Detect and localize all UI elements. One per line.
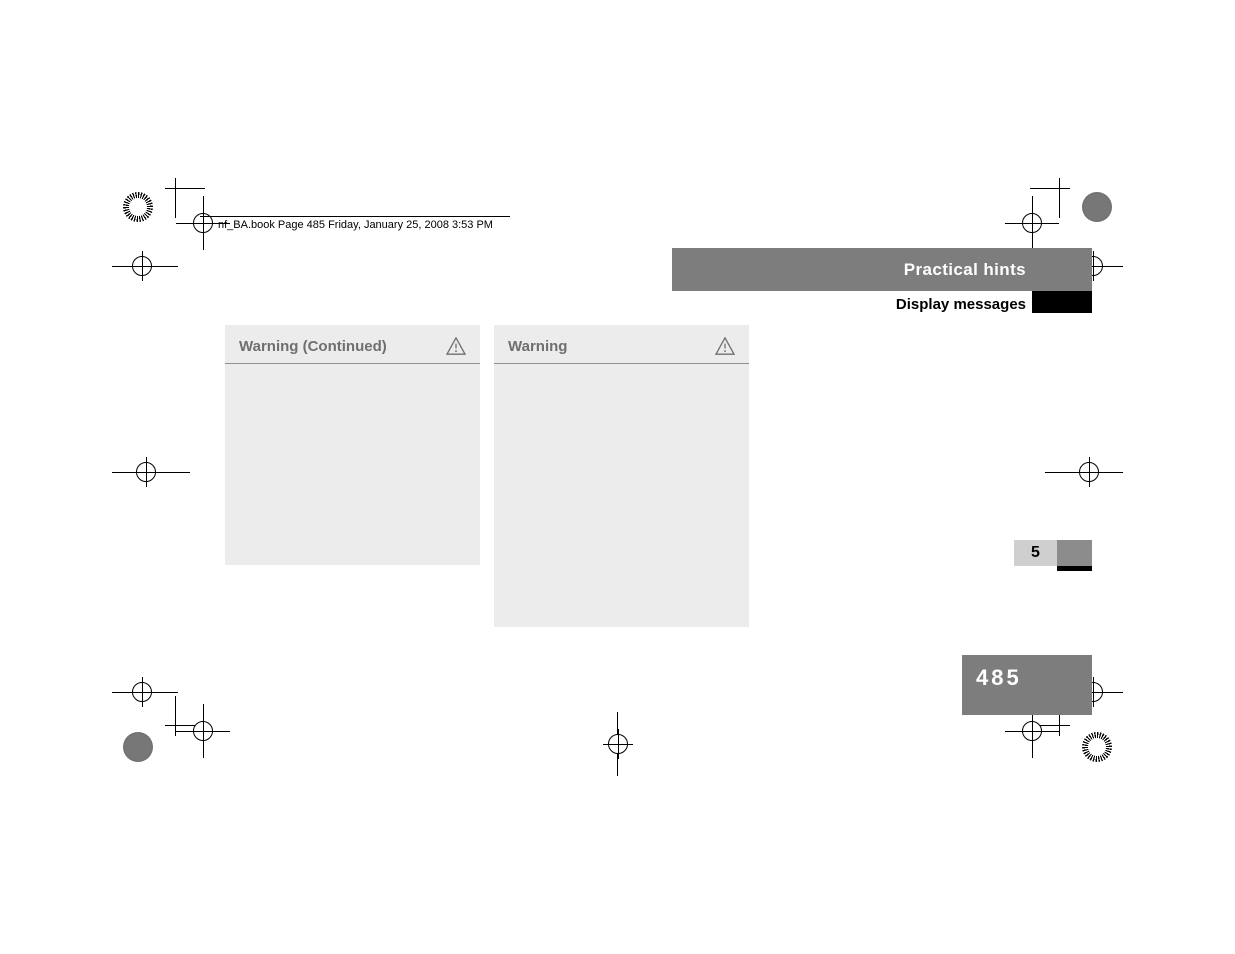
registration-cluster-br: [1082, 732, 1112, 762]
warning-box-continued: Warning (Continued): [225, 325, 480, 565]
registration-edge-left-upper: [112, 256, 178, 276]
registration-cluster-bl: [123, 732, 153, 762]
registration-disc-icon: [1082, 192, 1112, 222]
registration-mark-icon: [132, 682, 152, 702]
warning-box-title: Warning: [508, 338, 567, 355]
registration-disc-icon: [123, 732, 153, 762]
section-subtitle: Display messages: [672, 296, 1092, 313]
registration-cluster-tr: [1082, 192, 1112, 222]
section-header-bar: Practical hints: [672, 248, 1092, 291]
registration-cluster-tl: [123, 192, 153, 222]
registration-mark-icon: [1005, 196, 1059, 250]
registration-mark-icon: [136, 462, 156, 482]
registration-bottom-center: [608, 712, 628, 776]
registration-mark-icon: [1079, 462, 1099, 482]
registration-mark-icon: [608, 734, 628, 754]
slug-text: nf_BA.book Page 485 Friday, January 25, …: [218, 215, 493, 231]
registration-edge-left-lower: [112, 682, 178, 702]
chapter-number: 5: [1014, 540, 1057, 566]
chapter-tab: 5: [1014, 540, 1092, 566]
registration-mark-icon: [132, 256, 152, 276]
page-number-block: 485: [962, 655, 1092, 715]
registration-edge-right: [1045, 462, 1123, 482]
warning-box-title: Warning (Continued): [239, 338, 387, 355]
warning-triangle-icon: [446, 337, 466, 355]
warning-box: Warning: [494, 325, 749, 627]
warning-triangle-icon: [715, 337, 735, 355]
page-number: 485: [976, 665, 1022, 691]
section-title: Practical hints: [904, 260, 1026, 280]
registration-sun-icon: [1082, 732, 1112, 762]
registration-sun-icon: [123, 192, 153, 222]
print-proof-page: nf_BA.book Page 485 Friday, January 25, …: [0, 0, 1235, 954]
registration-edge-left: [112, 462, 190, 482]
registration-mark-icon: [176, 704, 230, 758]
section-subtitle-marker: [1032, 291, 1092, 313]
